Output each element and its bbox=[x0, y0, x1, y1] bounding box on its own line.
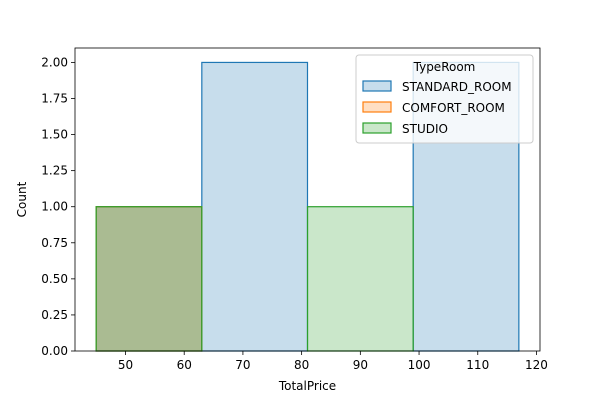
y-tick-label: 1.25 bbox=[41, 164, 68, 178]
x-tick-label: 60 bbox=[177, 358, 192, 372]
legend-title: TypeRoom bbox=[413, 60, 476, 74]
y-tick-label: 1.50 bbox=[41, 128, 68, 142]
bar-studio-2 bbox=[306, 206, 414, 352]
legend-label-comfort-room: COMFORT_ROOM bbox=[402, 101, 505, 115]
x-tick-label: 100 bbox=[408, 358, 431, 372]
x-axis-label: TotalPrice bbox=[278, 379, 336, 393]
y-axis-label: Count bbox=[15, 181, 29, 217]
bar-comfort-room-0 bbox=[95, 206, 203, 352]
x-tick-label: 70 bbox=[235, 358, 250, 372]
plot-frame bbox=[74, 47, 541, 352]
y-tick-label: 0.00 bbox=[41, 344, 68, 358]
legend-box bbox=[355, 54, 534, 144]
legend-label-standard-room: STANDARD_ROOM bbox=[402, 80, 512, 94]
x-axis: 50 60 70 80 90 100 110 120 bbox=[118, 351, 548, 372]
legend-label-studio: STUDIO bbox=[402, 122, 448, 136]
y-tick-label: 1.75 bbox=[41, 92, 68, 106]
bar-standard-room-1 bbox=[201, 61, 309, 352]
legend-swatch-studio bbox=[362, 122, 392, 134]
x-tick-label: 50 bbox=[118, 358, 133, 372]
bar-studio-0 bbox=[95, 206, 203, 352]
legend-swatch-comfort-room bbox=[362, 101, 392, 113]
x-tick-label: 110 bbox=[466, 358, 489, 372]
legend-swatch-standard-room bbox=[362, 80, 392, 92]
y-tick-label: 0.25 bbox=[41, 308, 68, 322]
x-tick-label: 80 bbox=[294, 358, 309, 372]
y-tick-label: 0.50 bbox=[41, 272, 68, 286]
x-tick-label: 90 bbox=[353, 358, 368, 372]
bar-standard-room-0 bbox=[95, 206, 203, 352]
y-tick-label: 0.75 bbox=[41, 236, 68, 250]
y-tick-label: 2.00 bbox=[41, 55, 68, 69]
x-tick-label: 120 bbox=[525, 358, 548, 372]
y-axis: 0.00 0.25 0.50 0.75 1.00 1.25 1.50 1.75 2.00 bbox=[41, 55, 75, 358]
y-tick-label: 1.00 bbox=[41, 200, 68, 214]
legend: TypeRoom STANDARD_ROOM COMFORT_ROOM STUDIO bbox=[355, 54, 534, 144]
